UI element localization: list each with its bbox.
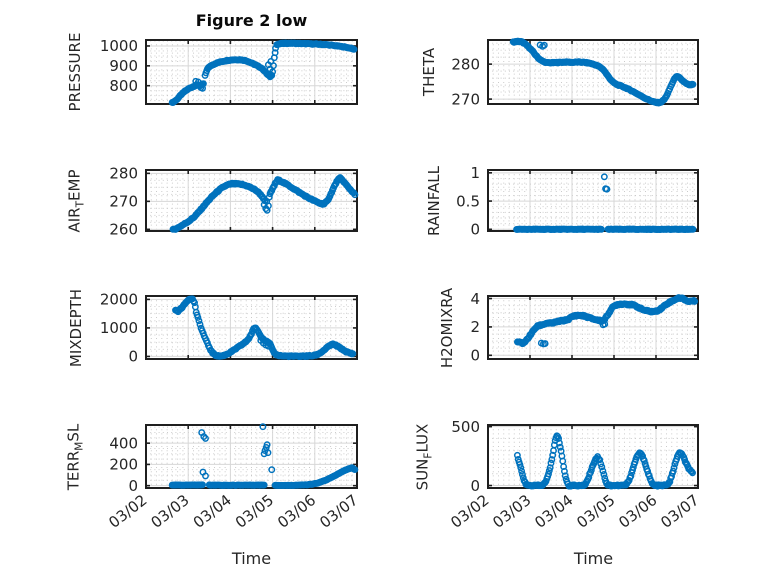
subplot-h2omixra: 0 2 4 xyxy=(470,290,699,365)
h2omixra-ytick: 4 xyxy=(470,290,480,308)
terr_msl-ytick: 200 xyxy=(109,456,138,474)
air_temp-series xyxy=(169,174,359,233)
terr_msl-series xyxy=(168,423,359,489)
pressure-ytick: 800 xyxy=(109,77,138,95)
terr_msl-ylabel: TERRMSL xyxy=(64,423,86,490)
terr_msl-ytick: 400 xyxy=(109,434,138,452)
air_temp-ylabel: AIRTEMP xyxy=(65,169,87,232)
rainfall-ylabel: RAINFALL xyxy=(425,165,443,236)
mixdepth-ytick: 2000 xyxy=(100,291,138,309)
theta-series xyxy=(509,37,697,107)
sun_flux-ylabel: SUNFLUX xyxy=(413,423,435,490)
xlabel-time-left: Time xyxy=(231,549,272,568)
h2omixra-ytick: 0 xyxy=(470,347,480,365)
mixdepth-ytick: 1000 xyxy=(100,319,138,337)
terr_msl-xtick: 03/03 xyxy=(148,491,193,532)
subplot-air_temp: 260 270 280 xyxy=(109,165,359,239)
pressure-ylabel: PRESSURE xyxy=(66,32,84,112)
terr_msl-ytick: 0 xyxy=(128,477,138,495)
air_temp-ytick: 280 xyxy=(109,165,138,183)
h2omixra-ytick: 2 xyxy=(470,318,480,336)
xlabel-time-right: Time xyxy=(573,549,614,568)
sun_flux-ytick: 0 xyxy=(470,477,480,495)
rainfall-series xyxy=(513,173,697,233)
pressure-series xyxy=(168,39,358,107)
h2omixra-ylabel: H2OMIXRA xyxy=(438,287,456,368)
subplot-mixdepth: 0 1000 2000 xyxy=(100,291,358,366)
terr_msl-xtick: 03/05 xyxy=(232,491,277,532)
h2omixra-series xyxy=(513,294,699,348)
sun_flux-xtick: 03/05 xyxy=(573,491,618,532)
air_temp-ytick: 270 xyxy=(109,193,138,211)
mixdepth-series xyxy=(172,295,357,361)
theta-ylabel: THETA xyxy=(420,47,438,97)
terr_msl-xtick: 03/06 xyxy=(274,491,319,532)
pressure-ytick: 1000 xyxy=(100,37,138,55)
rainfall-ytick: 0.5 xyxy=(456,192,480,210)
subplot-pressure: 800 900 1000 xyxy=(100,37,358,107)
theta-ytick: 280 xyxy=(451,55,480,73)
rainfall-ytick: 1 xyxy=(470,164,480,182)
theta-ytick: 270 xyxy=(451,90,480,108)
air_temp-ytick: 260 xyxy=(109,221,138,239)
sun_flux-xtick: 03/04 xyxy=(531,491,576,532)
terr_msl-xtick: 03/04 xyxy=(190,491,235,532)
rainfall-ytick: 0 xyxy=(470,221,480,239)
subplot-rainfall: 00.51 xyxy=(456,164,699,239)
figure-title: Figure 2 low xyxy=(195,11,308,30)
sun_flux-xtick: 03/06 xyxy=(615,491,660,532)
sun_flux-series xyxy=(513,432,696,490)
sun_flux-xtick: 03/02 xyxy=(447,491,492,532)
mixdepth-ylabel: MIXDEPTH xyxy=(67,288,85,367)
mixdepth-ytick: 0 xyxy=(128,348,138,366)
sun_flux-ytick: 500 xyxy=(451,418,480,436)
sun_flux-xtick: 03/03 xyxy=(489,491,534,532)
terr_msl-xtick: 03/07 xyxy=(316,491,361,532)
pressure-ytick: 900 xyxy=(109,57,138,75)
subplot-theta: 270 280 xyxy=(451,37,699,108)
terr_msl-xtick: 03/02 xyxy=(105,491,150,532)
sun_flux-xtick: 03/07 xyxy=(657,491,702,532)
